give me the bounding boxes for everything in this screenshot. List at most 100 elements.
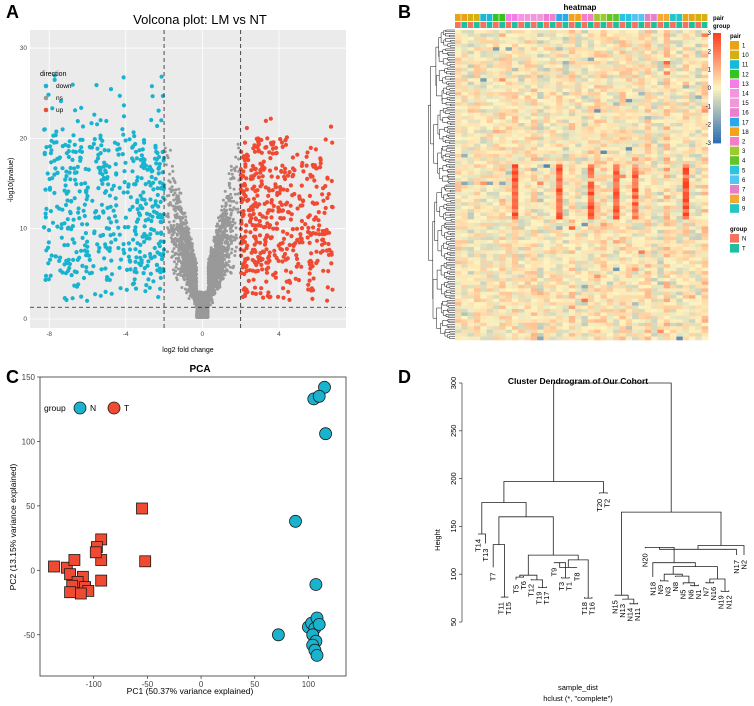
heatmap-cell	[600, 109, 608, 113]
heatmap-cell	[606, 67, 614, 72]
heatmap-cell	[594, 50, 601, 55]
heatmap-cell	[543, 116, 551, 120]
heatmap-cell	[549, 61, 557, 65]
volcano-point-up	[267, 168, 273, 173]
heatmap-cell	[695, 81, 702, 86]
volcano-point-ns	[163, 150, 167, 154]
volcano-point-down	[124, 287, 129, 292]
volcano-point-down	[52, 140, 57, 145]
volcano-point-down	[108, 233, 113, 238]
heatmap-cell	[600, 81, 608, 86]
volcano-point-down	[103, 266, 108, 271]
heatmap-cell	[695, 43, 702, 48]
volcano-point-up	[278, 215, 283, 221]
heatmap-pair-annotation	[505, 14, 512, 21]
volcano-point-down	[133, 266, 138, 271]
heatmap-cell	[594, 85, 601, 89]
heatmap-cell	[695, 50, 702, 55]
volcano-point-up	[245, 198, 250, 203]
heatmap-cell	[543, 119, 551, 124]
heatmap-cell	[505, 81, 513, 86]
heatmap-cell	[461, 92, 468, 96]
volcano-point-down	[80, 235, 85, 240]
heatmap-cell	[663, 61, 671, 65]
volcano-point-down	[66, 144, 71, 149]
volcano-point-up	[259, 262, 264, 267]
heatmap-cell	[524, 74, 532, 79]
volcano-point-down	[161, 158, 166, 163]
heatmap-cell	[606, 105, 614, 110]
heatmap-cell	[581, 112, 589, 117]
volcano-x-tick: 0	[201, 331, 205, 338]
heatmap-cell	[492, 92, 500, 96]
heatmap-pair-annotation	[530, 14, 537, 21]
volcano-point-ns	[176, 257, 180, 261]
heatmap-cell	[537, 123, 544, 127]
heatmap-cell	[562, 43, 570, 48]
heatmap-cell	[562, 105, 570, 110]
heatmap-cell	[594, 105, 601, 110]
volcano-point-ns	[220, 225, 224, 229]
heatmap-cell	[663, 78, 671, 82]
heatmap-cell	[530, 40, 538, 45]
heatmap-cell	[530, 85, 538, 89]
volcano-point-ns	[228, 265, 232, 269]
heatmap-cell	[575, 98, 582, 103]
volcano-point-ns	[207, 276, 211, 279]
volcano-point-up	[279, 202, 284, 207]
volcano-point-down	[139, 176, 144, 181]
volcano-point-down	[55, 170, 60, 175]
heatmap-cell	[467, 67, 475, 72]
volcano-point-up	[258, 223, 263, 228]
heatmap-cell	[613, 50, 620, 55]
heatmap-cell	[480, 61, 487, 65]
heatmap-cell	[492, 98, 500, 103]
volcano-point-up	[282, 174, 287, 179]
heatmap-cell	[480, 33, 487, 38]
heatmap-group-annotation	[543, 22, 550, 28]
heatmap-cell	[467, 88, 475, 93]
heatmap-cell	[530, 74, 538, 79]
heatmap-cell	[606, 116, 614, 120]
heatmap-row-dendrogram	[428, 29, 455, 339]
heatmap-cell	[606, 57, 614, 62]
volcano-point-up	[298, 232, 303, 237]
heatmap-cell	[537, 88, 544, 93]
volcano-point-ns	[179, 234, 183, 238]
heatmap-cell	[455, 123, 462, 127]
volcano-point-ns	[227, 253, 231, 257]
volcano-point-down	[117, 185, 122, 190]
heatmap-cell	[613, 95, 620, 100]
heatmap-cell	[505, 88, 513, 93]
heatmap-cell	[581, 92, 589, 96]
heatmap-cell	[543, 78, 551, 82]
volcano-point-ns	[227, 255, 231, 259]
heatmap-cell	[575, 30, 582, 34]
heatmap-cell	[518, 71, 525, 76]
volcano-point-down	[114, 203, 119, 208]
heatmap-cell	[492, 67, 500, 72]
volcano-point-down	[150, 94, 155, 99]
panel-letter-c: C	[6, 367, 19, 387]
volcano-point-up	[313, 231, 318, 236]
heatmap-cell	[676, 85, 684, 89]
heatmap-cell	[461, 123, 468, 127]
volcano-point-up	[264, 267, 269, 272]
heatmap-cell	[549, 36, 557, 41]
heatmap-cell	[689, 81, 696, 86]
heatmap-cell	[581, 74, 589, 79]
heatmap-cell	[676, 50, 684, 55]
heatmap-cell	[537, 85, 544, 89]
heatmap-cell	[625, 30, 633, 34]
heatmap-cell	[562, 92, 570, 96]
volcano-point-ns	[224, 234, 228, 238]
volcano-point-ns	[190, 293, 194, 297]
volcano-point-ns	[187, 297, 191, 300]
heatmap-cell	[619, 85, 627, 89]
volcano-point-up	[312, 178, 317, 183]
heatmap-cell	[524, 61, 532, 65]
heatmap-cell	[486, 43, 494, 48]
heatmap-cell	[480, 119, 487, 124]
volcano-point-up	[244, 187, 249, 192]
heatmap-cell	[549, 30, 557, 34]
